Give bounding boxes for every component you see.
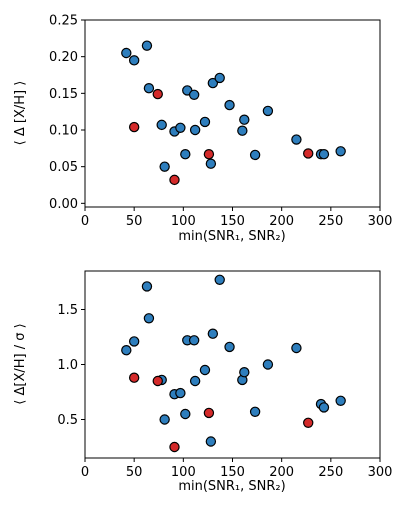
x-tick-label: 150 <box>220 214 245 229</box>
x-tick-label: 100 <box>171 214 196 229</box>
x-axis-bottom: 0 50 100 150 200 250 300 <box>81 458 393 480</box>
blue-data-point <box>159 161 170 172</box>
x-tick-label: 150 <box>220 465 245 480</box>
red-data-point <box>203 148 215 160</box>
x-tick-label: 0 <box>81 214 89 229</box>
y-axis-label-top: ⟨ Δ [X/H] ⟩ <box>13 81 28 146</box>
x-tick-label: 200 <box>269 465 294 480</box>
blue-data-point <box>141 40 153 51</box>
blue-data-point <box>199 364 211 376</box>
y-tick-label: 0.20 <box>49 50 78 65</box>
blue-data-point <box>205 158 217 169</box>
y-axis-top: 0.00 0.05 0.10 0.15 0.20 0.25 <box>49 14 85 212</box>
blue-data-point <box>180 148 191 160</box>
blue-data-point <box>175 122 186 134</box>
blue-data-point <box>128 336 140 347</box>
chart-bottom: 0 50 100 150 200 250 300 0.5 1.0 1.5 min(SNR₁, S… <box>13 270 393 494</box>
y-tick-label: 0.25 <box>49 14 78 29</box>
blue-data-point <box>189 375 201 387</box>
blue-data-point <box>189 124 201 136</box>
blue-data-point <box>318 402 330 413</box>
x-tick-label: 0 <box>81 465 89 480</box>
x-tick-label: 250 <box>318 214 343 229</box>
x-tick-label: 250 <box>318 465 343 480</box>
blue-data-point <box>214 72 225 84</box>
blue-data-point <box>188 89 200 101</box>
blue-data-point <box>262 105 274 117</box>
x-axis-top: 0 50 100 150 200 250 300 <box>81 207 393 229</box>
blue-data-point <box>175 387 186 399</box>
y-tick-label: 0.05 <box>49 160 78 175</box>
blue-data-point <box>121 47 132 59</box>
x-tick-label: 300 <box>368 465 393 480</box>
red-data-point <box>303 148 314 159</box>
red-data-point <box>152 88 163 100</box>
red-data-point <box>128 372 140 383</box>
chart-top: 0 50 100 150 200 250 300 0.000.050.100.150.200… <box>13 14 392 245</box>
red-data-point <box>169 441 180 453</box>
red-data-point <box>303 417 314 428</box>
y-tick-label: 0.10 <box>49 124 78 139</box>
blue-data-point <box>199 116 211 128</box>
blue-data-point <box>291 134 302 145</box>
blue-data-point <box>156 119 167 131</box>
blue-data-point <box>291 342 302 354</box>
blue-data-point <box>205 436 217 447</box>
red-data-point <box>152 375 163 387</box>
blue-data-point <box>239 114 250 125</box>
blue-data-point <box>262 359 274 370</box>
x-tick-label: 50 <box>126 465 143 480</box>
x-axis-label-bottom: min(SNR₁, SNR₂) <box>178 479 285 494</box>
blue-data-point <box>249 149 261 161</box>
blue-data-point <box>188 335 200 346</box>
blue-data-point <box>143 313 155 324</box>
red-data-point <box>203 407 215 419</box>
blue-data-point <box>214 274 225 285</box>
blue-data-point <box>180 408 191 420</box>
blue-data-point <box>207 77 219 89</box>
points-bottom <box>121 274 346 453</box>
blue-data-point <box>239 367 250 378</box>
blue-data-point <box>335 395 346 406</box>
y-tick-label: 0.15 <box>49 87 78 102</box>
plot-frame-bottom <box>84 270 381 459</box>
y-tick-label: 0.00 <box>49 197 78 212</box>
y-tick-label: 1.0 <box>57 358 78 373</box>
x-axis-label-top: min(SNR₁, SNR₂) <box>178 229 285 244</box>
y-axis-bottom: 0.5 1.0 1.5 <box>57 303 85 428</box>
red-data-point <box>128 121 140 133</box>
blue-data-point <box>207 328 219 339</box>
blue-data-point <box>121 345 132 356</box>
blue-data-point <box>143 82 155 94</box>
x-tick-label: 300 <box>368 214 393 229</box>
blue-data-point <box>224 99 235 111</box>
blue-data-point <box>318 148 330 160</box>
points-top <box>121 40 346 186</box>
blue-data-point <box>141 281 153 292</box>
y-tick-label: 0.5 <box>57 413 78 428</box>
x-tick-label: 100 <box>171 465 196 480</box>
y-axis-label-bottom: ⟨ Δ[X/H] / σ ⟩ <box>13 323 28 404</box>
x-tick-label: 50 <box>126 214 143 229</box>
blue-data-point <box>335 146 346 157</box>
plot-frame-top <box>84 19 381 208</box>
x-tick-label: 200 <box>269 214 294 229</box>
blue-data-point <box>237 125 248 136</box>
blue-data-point <box>128 55 140 66</box>
y-tick-label: 1.5 <box>57 303 78 318</box>
red-data-point <box>169 174 180 186</box>
blue-data-point <box>249 406 261 417</box>
blue-data-point <box>224 341 235 353</box>
blue-data-point <box>159 414 170 425</box>
